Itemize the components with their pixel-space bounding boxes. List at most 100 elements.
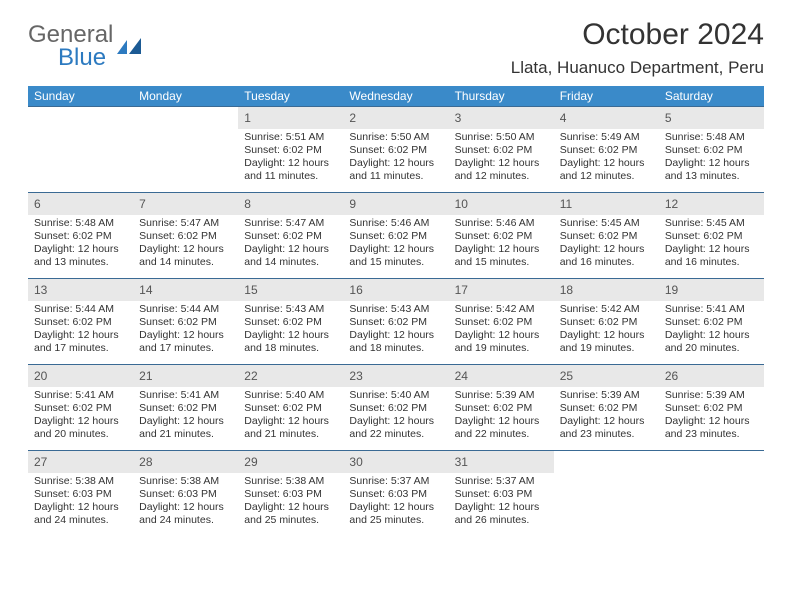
day-number: 25 (560, 369, 573, 383)
daynum-wrap: 10 (449, 193, 554, 215)
location-subtitle: Llata, Huanuco Department, Peru (511, 58, 764, 78)
sunset-text: Sunset: 6:03 PM (244, 488, 337, 501)
cell-body: Sunrise: 5:37 AMSunset: 6:03 PMDaylight:… (343, 473, 448, 532)
day-number: 12 (665, 197, 678, 211)
calendar-week-row: 13Sunrise: 5:44 AMSunset: 6:02 PMDayligh… (28, 279, 764, 365)
month-title: October 2024 (511, 18, 764, 52)
calendar-cell: 8Sunrise: 5:47 AMSunset: 6:02 PMDaylight… (238, 193, 343, 279)
cell-body: Sunrise: 5:46 AMSunset: 6:02 PMDaylight:… (449, 215, 554, 274)
sunset-text: Sunset: 6:02 PM (349, 230, 442, 243)
daynum-wrap: 28 (133, 451, 238, 473)
cell-body: Sunrise: 5:45 AMSunset: 6:02 PMDaylight:… (659, 215, 764, 274)
sunset-text: Sunset: 6:03 PM (455, 488, 548, 501)
sunrise-text: Sunrise: 5:45 AM (665, 217, 758, 230)
daylight-text: Daylight: 12 hours and 11 minutes. (349, 157, 442, 183)
daynum-wrap: 5 (659, 107, 764, 129)
daylight-text: Daylight: 12 hours and 22 minutes. (349, 415, 442, 441)
sunset-text: Sunset: 6:02 PM (34, 230, 127, 243)
sunset-text: Sunset: 6:02 PM (349, 144, 442, 157)
daynum-wrap: 1 (238, 107, 343, 129)
sunset-text: Sunset: 6:02 PM (139, 402, 232, 415)
calendar-cell: 19Sunrise: 5:41 AMSunset: 6:02 PMDayligh… (659, 279, 764, 365)
cell-body: Sunrise: 5:44 AMSunset: 6:02 PMDaylight:… (28, 301, 133, 360)
weekday-header: Saturday (659, 86, 764, 107)
sunrise-text: Sunrise: 5:44 AM (139, 303, 232, 316)
calendar-week-row: 6Sunrise: 5:48 AMSunset: 6:02 PMDaylight… (28, 193, 764, 279)
cell-body: Sunrise: 5:42 AMSunset: 6:02 PMDaylight:… (554, 301, 659, 360)
day-number: 31 (455, 455, 468, 469)
calendar-cell: 27Sunrise: 5:38 AMSunset: 6:03 PMDayligh… (28, 451, 133, 537)
day-number: 22 (244, 369, 257, 383)
calendar-head: SundayMondayTuesdayWednesdayThursdayFrid… (28, 86, 764, 107)
sunset-text: Sunset: 6:02 PM (244, 144, 337, 157)
calendar-cell: 20Sunrise: 5:41 AMSunset: 6:02 PMDayligh… (28, 365, 133, 451)
sunrise-text: Sunrise: 5:47 AM (139, 217, 232, 230)
daylight-text: Daylight: 12 hours and 24 minutes. (34, 501, 127, 527)
sunrise-text: Sunrise: 5:44 AM (34, 303, 127, 316)
daynum-wrap: 25 (554, 365, 659, 387)
sunset-text: Sunset: 6:02 PM (349, 402, 442, 415)
daylight-text: Daylight: 12 hours and 14 minutes. (139, 243, 232, 269)
calendar-cell: 11Sunrise: 5:45 AMSunset: 6:02 PMDayligh… (554, 193, 659, 279)
title-block: October 2024 Llata, Huanuco Department, … (511, 18, 764, 78)
day-number: 14 (139, 283, 152, 297)
sunset-text: Sunset: 6:02 PM (560, 144, 653, 157)
sunset-text: Sunset: 6:03 PM (349, 488, 442, 501)
day-number: 30 (349, 455, 362, 469)
calendar-cell: 13 Sunrise: 5:44 AMSunset: 6:02 PMDayligh… (28, 279, 133, 365)
calendar-cell: 24Sunrise: 5:39 AMSunset: 6:02 PMDayligh… (449, 365, 554, 451)
weekday-header: Monday (133, 86, 238, 107)
cell-body: Sunrise: 5:39 AMSunset: 6:02 PMDaylight:… (554, 387, 659, 446)
daynum-wrap: 12 (659, 193, 764, 215)
sunset-text: Sunset: 6:02 PM (244, 230, 337, 243)
weekday-header: Thursday (449, 86, 554, 107)
sunrise-text: Sunrise: 5:42 AM (560, 303, 653, 316)
daylight-text: Daylight: 12 hours and 17 minutes. (34, 329, 127, 355)
sunset-text: Sunset: 6:02 PM (665, 316, 758, 329)
daynum-wrap: 27 (28, 451, 133, 473)
cell-body: Sunrise: 5:43 AMSunset: 6:02 PMDaylight:… (238, 301, 343, 360)
daylight-text: Daylight: 12 hours and 12 minutes. (455, 157, 548, 183)
daynum-wrap: 21 (133, 365, 238, 387)
calendar-cell: 28Sunrise: 5:38 AMSunset: 6:03 PMDayligh… (133, 451, 238, 537)
cell-body: Sunrise: 5:49 AMSunset: 6:02 PMDaylight:… (554, 129, 659, 188)
sunrise-text: Sunrise: 5:45 AM (560, 217, 653, 230)
sunrise-text: Sunrise: 5:48 AM (665, 131, 758, 144)
daynum-wrap: 14 (133, 279, 238, 301)
daylight-text: Daylight: 12 hours and 16 minutes. (560, 243, 653, 269)
cell-body: Sunrise: 5:51 AMSunset: 6:02 PMDaylight:… (238, 129, 343, 188)
daylight-text: Daylight: 12 hours and 21 minutes. (139, 415, 232, 441)
calendar-cell: 25 Sunrise: 5:39 AMSunset: 6:02 PMDayligh… (554, 365, 659, 451)
day-number: 10 (455, 197, 468, 211)
day-number: 29 (244, 455, 257, 469)
sunrise-text: Sunrise: 5:39 AM (455, 389, 548, 402)
cell-body: Sunrise: 5:47 AMSunset: 6:02 PMDaylight:… (238, 215, 343, 274)
sunset-text: Sunset: 6:02 PM (560, 316, 653, 329)
daylight-text: Daylight: 12 hours and 12 minutes. (560, 157, 653, 183)
calendar-week-row: 20Sunrise: 5:41 AMSunset: 6:02 PMDayligh… (28, 365, 764, 451)
sunrise-text: Sunrise: 5:39 AM (560, 389, 653, 402)
sunrise-text: Sunrise: 5:39 AM (665, 389, 758, 402)
calendar-cell: 29Sunrise: 5:38 AMSunset: 6:03 PMDayligh… (238, 451, 343, 537)
cell-body: Sunrise: 5:50 AMSunset: 6:02 PMDaylight:… (449, 129, 554, 188)
calendar-cell: 30 Sunrise: 5:37 AMSunset: 6:03 PMDayligh… (343, 451, 448, 537)
daylight-text: Daylight: 12 hours and 18 minutes. (349, 329, 442, 355)
sunset-text: Sunset: 6:02 PM (455, 144, 548, 157)
sunset-text: Sunset: 6:02 PM (560, 402, 653, 415)
sunset-text: Sunset: 6:02 PM (560, 230, 653, 243)
daylight-text: Daylight: 12 hours and 24 minutes. (139, 501, 232, 527)
weekday-header: Friday (554, 86, 659, 107)
calendar-cell: 14Sunrise: 5:44 AMSunset: 6:02 PMDayligh… (133, 279, 238, 365)
daylight-text: Daylight: 12 hours and 16 minutes. (665, 243, 758, 269)
cell-body: Sunrise: 5:41 AMSunset: 6:02 PMDaylight:… (659, 301, 764, 360)
calendar-table: SundayMondayTuesdayWednesdayThursdayFrid… (28, 86, 764, 537)
daynum-wrap: 26 (659, 365, 764, 387)
cell-body: Sunrise: 5:40 AMSunset: 6:02 PMDaylight:… (238, 387, 343, 446)
cell-body: Sunrise: 5:40 AMSunset: 6:02 PMDaylight:… (343, 387, 448, 446)
day-number: 13 (34, 283, 47, 297)
daylight-text: Daylight: 12 hours and 13 minutes. (34, 243, 127, 269)
day-number: 27 (34, 455, 47, 469)
daylight-text: Daylight: 12 hours and 15 minutes. (455, 243, 548, 269)
calendar-cell (28, 107, 133, 193)
day-number: 4 (560, 111, 567, 125)
